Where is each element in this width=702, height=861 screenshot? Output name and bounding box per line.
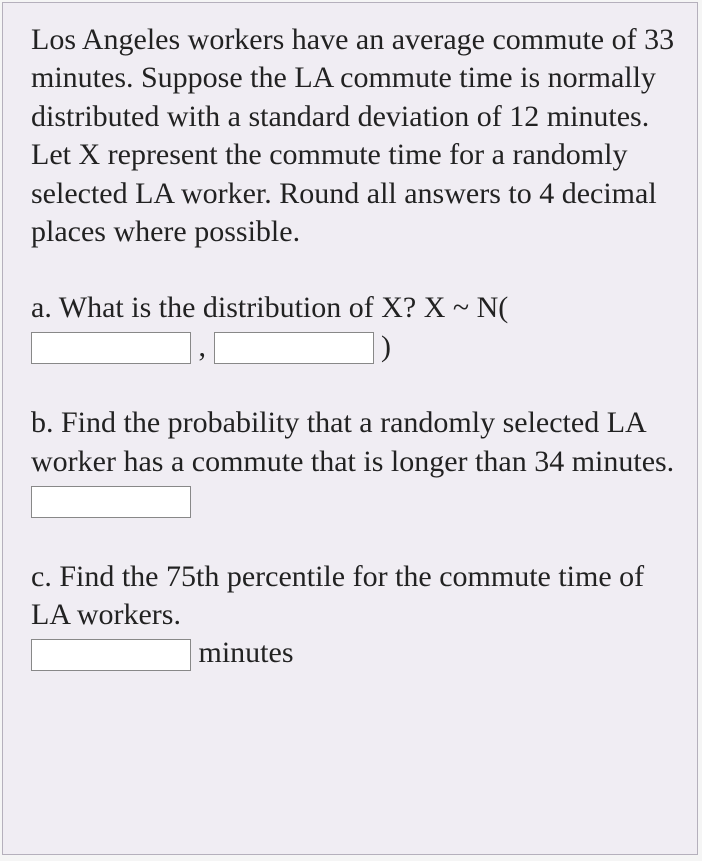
question-a-prompt-after: )	[381, 328, 391, 366]
percentile-input[interactable]	[31, 639, 191, 671]
question-b: b. Find the probability that a randomly …	[31, 404, 675, 519]
comma-separator: ,	[199, 328, 207, 366]
probability-input[interactable]	[31, 486, 191, 518]
question-c: c. Find the 75th percentile for the comm…	[31, 558, 675, 673]
question-b-prompt: b. Find the probability that a randomly …	[31, 406, 674, 477]
mean-input[interactable]	[31, 332, 191, 364]
question-a-prompt-before: a. What is the distribution of X? X ~ N(	[31, 291, 508, 324]
unit-label: minutes	[199, 636, 294, 669]
intro-text: Los Angeles workers have an average comm…	[31, 21, 675, 251]
question-c-prompt: c. Find the 75th percentile for the comm…	[31, 560, 644, 631]
stddev-input[interactable]	[214, 332, 374, 364]
question-a: a. What is the distribution of X? X ~ N(…	[31, 289, 675, 366]
page-wrap: Los Angeles workers have an average comm…	[0, 0, 702, 861]
question-card: Los Angeles workers have an average comm…	[2, 2, 698, 855]
